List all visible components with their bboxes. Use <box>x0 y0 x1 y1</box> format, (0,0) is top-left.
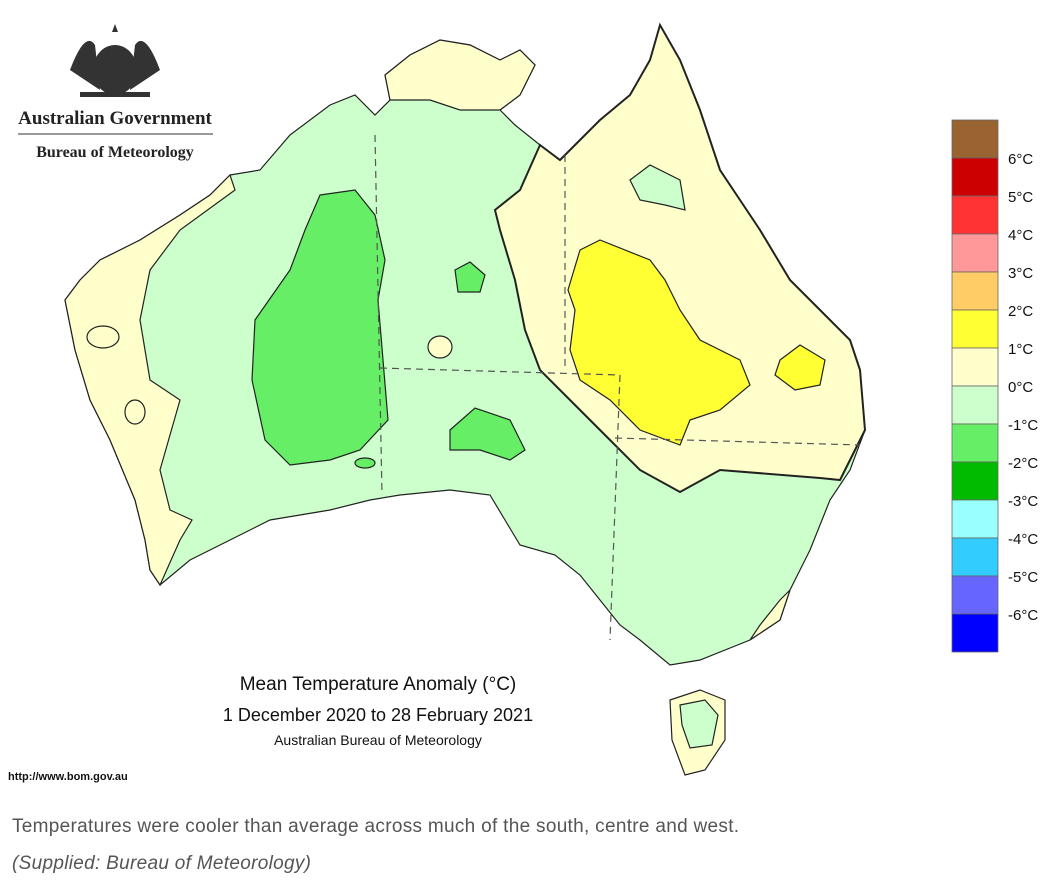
legend-swatch <box>951 157 999 197</box>
legend: 6°C 5°C 4°C 3°C 2°C 1°C 0°C -1°C -2°C -3°C -4°C -5°… <box>951 119 1038 653</box>
legend-label: -2°C <box>1008 455 1038 472</box>
legend-swatch <box>951 461 999 501</box>
caption: Temperatures were cooler than average ac… <box>12 816 740 837</box>
legend-swatch <box>951 385 999 425</box>
coat-of-arms <box>70 24 160 97</box>
legend-label: 2°C <box>1008 303 1033 320</box>
legend-label: -3°C <box>1008 493 1038 510</box>
legend-swatch <box>951 195 999 235</box>
state-borders <box>374 134 861 641</box>
legend-label: 5°C <box>1008 189 1033 206</box>
legend-label: -5°C <box>1008 569 1038 586</box>
legend-swatch <box>951 271 999 311</box>
credit: (Supplied: Bureau of Meteorology) <box>12 853 312 874</box>
legend-label: -6°C <box>1008 607 1038 624</box>
legend-label: -4°C <box>1008 531 1038 548</box>
australia <box>64 22 867 776</box>
legend-swatch <box>951 309 999 349</box>
agency: Australian Government <box>18 108 212 129</box>
legend-label: 3°C <box>1008 265 1033 282</box>
map-title: Mean Temperature Anomaly (°C) <box>240 674 517 695</box>
map-url: http://www.bom.gov.au <box>8 771 128 783</box>
legend-label: 4°C <box>1008 227 1033 244</box>
legend-label: 6°C <box>1008 151 1033 168</box>
legend-label: 1°C <box>1008 341 1033 358</box>
bureau: Bureau of Meteorology <box>36 144 194 161</box>
legend-label: -1°C <box>1008 417 1038 434</box>
legend-swatch <box>951 537 999 577</box>
legend-swatch <box>951 613 999 653</box>
legend-swatch <box>951 575 999 615</box>
map: Australian Government Bureau of Meteorol… <box>8 22 1038 783</box>
legend-swatch <box>951 347 999 387</box>
legend-label: 0°C <box>1008 379 1033 396</box>
map-period: 1 December 2020 to 28 February 2021 <box>223 705 533 725</box>
map-source: Australian Bureau of Meteorology <box>274 732 482 748</box>
legend-swatch <box>951 499 999 539</box>
legend-swatch <box>951 233 999 273</box>
legend-swatch <box>951 423 999 463</box>
legend-swatch <box>951 119 999 159</box>
